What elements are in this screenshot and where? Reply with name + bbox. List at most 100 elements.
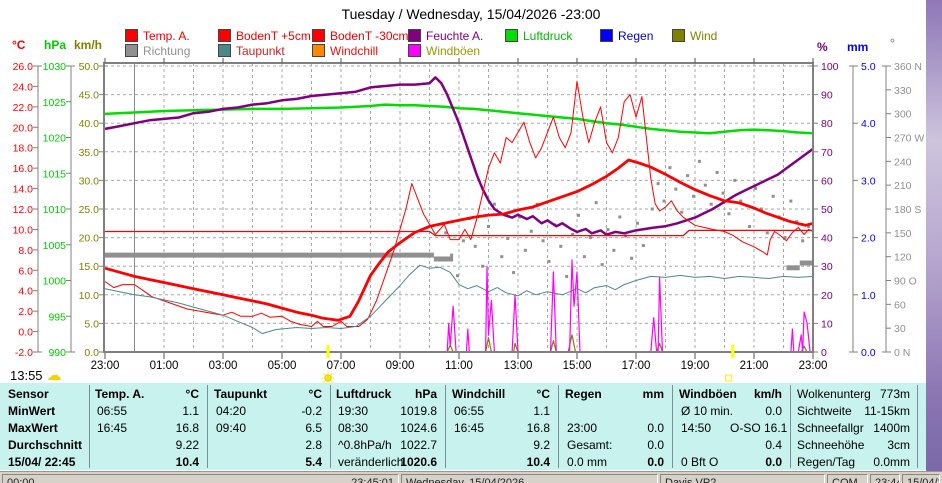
legend-item-taupunkt[interactable]: Taupunkt bbox=[218, 44, 285, 58]
col-header: Temp. A. bbox=[95, 387, 145, 401]
svg-text:0.0: 0.0 bbox=[861, 347, 876, 359]
legend-item-bodent-30cm[interactable]: BodenT -30cm bbox=[312, 29, 409, 43]
legend-item-richtung[interactable]: Richtung bbox=[125, 44, 191, 58]
legend-swatch bbox=[505, 29, 518, 42]
svg-text:12.0: 12.0 bbox=[13, 204, 34, 216]
svg-text:100: 100 bbox=[821, 61, 839, 73]
legend-item-temp-a-[interactable]: Temp. A. bbox=[125, 29, 190, 43]
cell-time: 09:40 bbox=[216, 421, 247, 435]
cell-value: 0.4 bbox=[765, 438, 782, 452]
weather-plot[interactable]: 23:00 01:00 03:00 05:00 07:00 09:00 11:00 13:00… bbox=[0, 0, 942, 383]
cell-value: 0.0 bbox=[765, 404, 782, 418]
axis-unit-mm: mm bbox=[847, 40, 869, 54]
cell-value: 16.8 bbox=[175, 421, 199, 435]
legend-label: Richtung bbox=[143, 44, 191, 58]
svg-text:0: 0 bbox=[821, 347, 827, 359]
legend-item-windb-en[interactable]: Windböen bbox=[408, 44, 480, 58]
info-value: 1400m bbox=[873, 421, 910, 435]
legend-swatch bbox=[600, 29, 613, 42]
svg-text:1010: 1010 bbox=[43, 204, 67, 216]
svg-text:16.0: 16.0 bbox=[13, 163, 34, 175]
svg-text:26.0: 26.0 bbox=[13, 61, 34, 73]
table-separator bbox=[790, 385, 791, 468]
axis-unit-c: °C bbox=[12, 38, 26, 52]
svg-text:25.0: 25.0 bbox=[79, 204, 100, 216]
svg-text:300: 300 bbox=[894, 109, 912, 121]
cell-value: 16.8 bbox=[526, 421, 550, 435]
series-temp-a- bbox=[104, 158, 814, 322]
svg-text:20: 20 bbox=[821, 290, 833, 302]
cell-value: 0.0 bbox=[765, 455, 782, 469]
chart-title: Tuesday / Wednesday, 15/04/2026 -23:00 bbox=[341, 6, 601, 22]
table-separator bbox=[330, 385, 331, 468]
svg-text:40: 40 bbox=[821, 233, 833, 245]
legend-swatch bbox=[408, 29, 421, 42]
svg-text:0.0: 0.0 bbox=[84, 347, 99, 359]
info-value: 773m bbox=[879, 387, 910, 401]
x-axis: 23:00 01:00 03:00 05:00 07:00 09:00 11:00 13:00… bbox=[91, 58, 827, 372]
cell-time: ^0.8hPa/h bbox=[338, 438, 392, 452]
row-label: 15/04/ 22:45 bbox=[8, 455, 76, 469]
series-wind bbox=[105, 334, 813, 353]
col-header: Luftdruck bbox=[336, 387, 392, 401]
legend-label: Wind bbox=[690, 29, 718, 43]
cell-time: 16:45 bbox=[97, 421, 128, 435]
cell-value: 1.1 bbox=[182, 404, 199, 418]
legend-item-bodent-5cm[interactable]: BodenT +5cm bbox=[218, 29, 311, 43]
legend-item-windchill[interactable]: Windchill bbox=[312, 44, 379, 58]
series-bodent-5cm bbox=[104, 80, 814, 327]
series-richtung bbox=[105, 159, 813, 279]
info-label: Sichtweite bbox=[797, 404, 852, 418]
cell-value: 9.22 bbox=[175, 438, 199, 452]
row-label: Durchschnitt bbox=[8, 438, 83, 452]
svg-text:1015: 1015 bbox=[43, 168, 67, 180]
legend-item-wind[interactable]: Wind bbox=[672, 29, 718, 43]
status-port-panel: COM 3 bbox=[827, 474, 868, 483]
svg-text:1.0: 1.0 bbox=[861, 290, 876, 302]
cell-value: -0.2 bbox=[301, 404, 322, 418]
table-separator bbox=[445, 385, 446, 468]
status-date2-panel: 15/04/2026 bbox=[902, 474, 940, 483]
cell-time: 0.0 mm bbox=[567, 455, 608, 469]
svg-text:3.0: 3.0 bbox=[861, 175, 876, 187]
svg-text:30: 30 bbox=[894, 323, 906, 335]
status-range-panel: 00:00 23:45:01 bbox=[2, 474, 399, 483]
col-unit: °C bbox=[308, 387, 322, 401]
svg-text:120: 120 bbox=[894, 252, 912, 264]
legend-item-regen[interactable]: Regen bbox=[600, 29, 653, 43]
status-station-panel: Davis VP2 bbox=[660, 474, 825, 483]
legend-item-feuchte-a-[interactable]: Feuchte A. bbox=[408, 29, 483, 43]
info-label: Schneehöhe bbox=[797, 438, 865, 452]
status-time: 23:45:01 bbox=[351, 477, 394, 483]
series-bodent-30cm bbox=[105, 229, 813, 237]
svg-text:13:00: 13:00 bbox=[504, 360, 533, 372]
legend-item-luftdruck[interactable]: Luftdruck bbox=[505, 29, 572, 43]
cell-value: 0.0 bbox=[647, 455, 664, 469]
svg-text:03:00: 03:00 bbox=[209, 360, 238, 372]
axis-c: 26.0 24.0 22.0 20.0 18.0 16.0 14.0 12.0 10.0 8.0 6… bbox=[13, 61, 42, 359]
cell-time: 14:50 bbox=[681, 421, 712, 435]
svg-text:14.0: 14.0 bbox=[13, 184, 34, 196]
col-unit: mm bbox=[642, 387, 664, 401]
svg-text:210: 210 bbox=[894, 180, 912, 192]
row-label: MinWert bbox=[8, 404, 56, 418]
status-time2-panel: 23:44 bbox=[870, 474, 900, 483]
legend-swatch bbox=[218, 44, 231, 57]
svg-text:20.0: 20.0 bbox=[13, 122, 34, 134]
svg-text:19:00: 19:00 bbox=[681, 360, 710, 372]
legend-label: Windchill bbox=[330, 44, 379, 58]
svg-text:40.0: 40.0 bbox=[79, 118, 100, 130]
cell-value: 10.4 bbox=[175, 455, 199, 469]
col-header: Taupunkt bbox=[214, 387, 268, 401]
cell-value: O-SO 16.1 bbox=[730, 421, 788, 435]
svg-text:15:00: 15:00 bbox=[563, 360, 592, 372]
svg-text:17:00: 17:00 bbox=[622, 360, 651, 372]
info-value: 0.0mm bbox=[873, 455, 910, 469]
col-header: Windchill bbox=[452, 387, 506, 401]
axis-unit-kmh: km/h bbox=[74, 38, 103, 52]
legend-swatch bbox=[312, 29, 325, 42]
axis-mm: 5.0 4.0 3.0 2.0 1.0 0.0 bbox=[849, 61, 876, 359]
row-label: Sensor bbox=[8, 387, 49, 401]
svg-text:8.0: 8.0 bbox=[18, 245, 33, 257]
